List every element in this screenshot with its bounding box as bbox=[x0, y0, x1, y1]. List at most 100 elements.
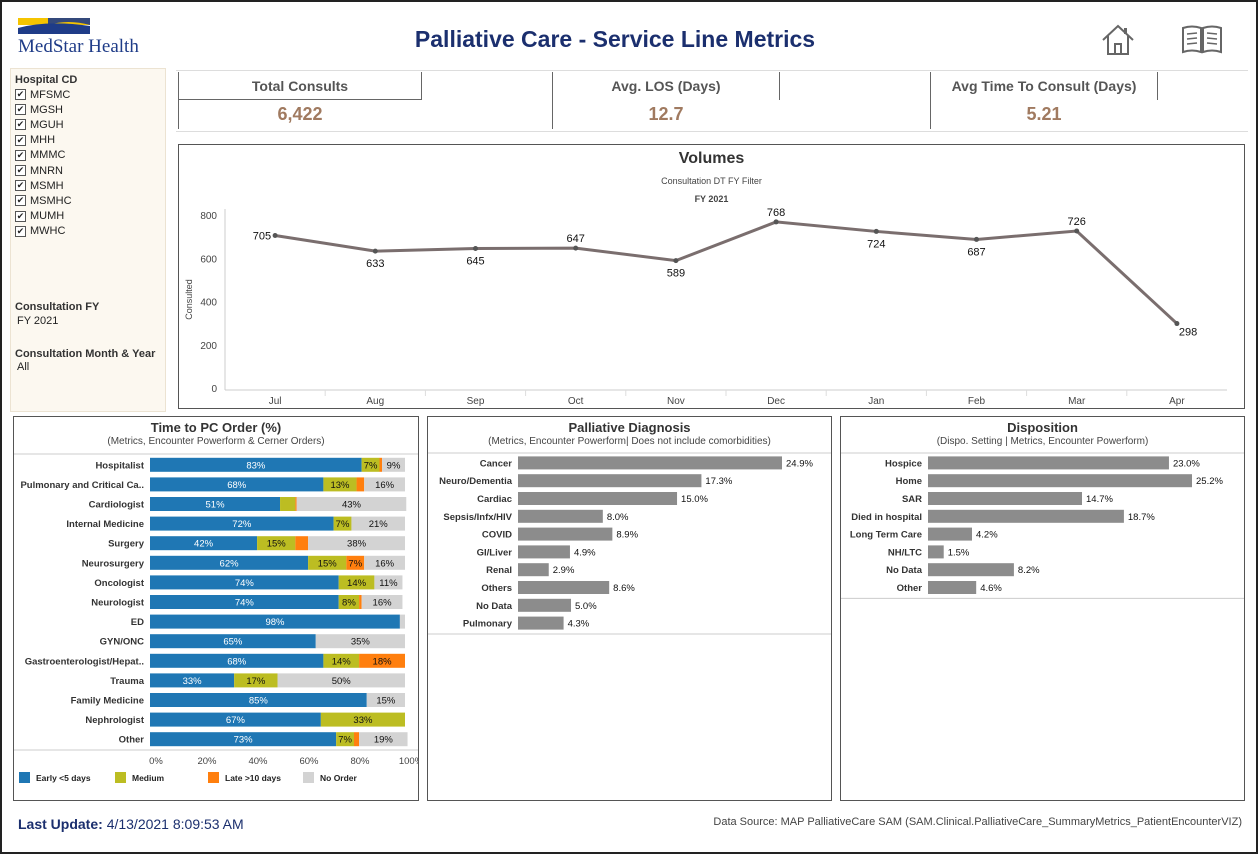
bar[interactable] bbox=[518, 616, 564, 630]
bar[interactable] bbox=[518, 581, 610, 594]
stacked-bar-segment[interactable] bbox=[150, 653, 324, 668]
bar[interactable] bbox=[518, 456, 782, 470]
stacked-bar-segment[interactable] bbox=[150, 595, 339, 609]
data-point[interactable] bbox=[372, 248, 378, 254]
hospital-filter-item[interactable]: ✔ MGUH bbox=[15, 117, 72, 132]
checkbox-checked-icon[interactable]: ✔ bbox=[15, 165, 26, 177]
data-point[interactable] bbox=[773, 219, 779, 225]
checkbox-checked-icon[interactable]: ✔ bbox=[15, 119, 26, 131]
stacked-bar-segment[interactable] bbox=[338, 575, 375, 590]
stacked-bar-segment[interactable] bbox=[364, 555, 405, 570]
bar[interactable] bbox=[928, 581, 977, 594]
stacked-bar-segment[interactable] bbox=[150, 477, 324, 492]
stacked-bar-segment[interactable] bbox=[346, 555, 365, 570]
hospital-filter-item[interactable]: ✔ MNRN bbox=[15, 163, 72, 178]
hospital-filter-item[interactable]: ✔ MSMH bbox=[15, 178, 72, 193]
stacked-bar-segment[interactable] bbox=[150, 732, 337, 747]
stacked-bar-segment[interactable] bbox=[150, 536, 258, 551]
stacked-bar-segment[interactable] bbox=[150, 497, 281, 511]
stacked-bar-segment[interactable] bbox=[354, 732, 360, 747]
stacked-bar-segment[interactable] bbox=[359, 595, 362, 609]
stacked-bar-segment[interactable] bbox=[379, 457, 383, 472]
stacked-bar-segment[interactable] bbox=[150, 693, 367, 707]
stacked-bar-segment[interactable] bbox=[320, 712, 405, 727]
checkbox-checked-icon[interactable]: ✔ bbox=[15, 195, 26, 207]
stacked-bar-segment[interactable] bbox=[295, 497, 297, 511]
stacked-bar-segment[interactable] bbox=[336, 732, 354, 747]
home-icon[interactable] bbox=[1100, 22, 1136, 58]
data-point[interactable] bbox=[573, 245, 579, 251]
stacked-bar-segment[interactable] bbox=[366, 693, 405, 707]
bar[interactable] bbox=[928, 474, 1192, 488]
stacked-bar-segment[interactable] bbox=[323, 653, 360, 668]
data-point[interactable] bbox=[974, 236, 979, 242]
stacked-bar-segment[interactable] bbox=[150, 516, 334, 531]
stacked-bar-segment[interactable] bbox=[150, 457, 362, 472]
stacked-bar-segment[interactable] bbox=[308, 555, 347, 570]
data-point[interactable] bbox=[1174, 321, 1180, 327]
month-filter-value[interactable]: All bbox=[17, 361, 30, 373]
stacked-bar-segment[interactable] bbox=[338, 595, 360, 609]
bar[interactable] bbox=[518, 474, 702, 488]
checkbox-checked-icon[interactable]: ✔ bbox=[15, 225, 26, 237]
bar[interactable] bbox=[928, 545, 944, 559]
checkbox-checked-icon[interactable]: ✔ bbox=[15, 134, 26, 146]
hospital-filter-item[interactable]: ✔ MHH bbox=[15, 133, 72, 148]
data-point[interactable] bbox=[473, 246, 478, 252]
hospital-filter-item[interactable]: ✔ MGSH bbox=[15, 102, 72, 117]
data-point[interactable] bbox=[673, 258, 679, 264]
stacked-bar-segment[interactable] bbox=[361, 457, 380, 472]
stacked-bar-segment[interactable] bbox=[295, 536, 309, 551]
stacked-bar-segment[interactable] bbox=[356, 477, 365, 492]
stacked-bar-segment[interactable] bbox=[280, 497, 296, 511]
bar[interactable] bbox=[518, 598, 572, 612]
checkbox-checked-icon[interactable]: ✔ bbox=[15, 180, 26, 192]
data-point[interactable] bbox=[1074, 228, 1080, 234]
checkbox-checked-icon[interactable]: ✔ bbox=[15, 210, 26, 222]
stacked-bar-segment[interactable] bbox=[399, 614, 405, 629]
bar[interactable] bbox=[928, 456, 1169, 470]
checkbox-checked-icon[interactable]: ✔ bbox=[15, 104, 26, 116]
stacked-bar-segment[interactable] bbox=[351, 516, 405, 531]
stacked-bar-segment[interactable] bbox=[361, 595, 403, 609]
stacked-bar-segment[interactable] bbox=[150, 555, 309, 570]
bar[interactable] bbox=[518, 492, 678, 505]
fy-filter-value[interactable]: FY 2021 bbox=[17, 315, 59, 327]
bar[interactable] bbox=[928, 492, 1082, 505]
stacked-bar-segment[interactable] bbox=[257, 536, 296, 551]
hospital-filter-item[interactable]: ✔ MUMH bbox=[15, 209, 72, 224]
bar[interactable] bbox=[928, 527, 972, 541]
bar[interactable] bbox=[518, 509, 603, 523]
bar[interactable] bbox=[518, 563, 549, 577]
data-point[interactable] bbox=[272, 233, 278, 239]
stacked-bar-segment[interactable] bbox=[234, 673, 278, 688]
stacked-bar-segment[interactable] bbox=[333, 516, 352, 531]
checkbox-checked-icon[interactable]: ✔ bbox=[15, 149, 26, 161]
hospital-filter-item[interactable]: ✔ MSMHC bbox=[15, 193, 72, 208]
stacked-bar-segment[interactable] bbox=[277, 673, 406, 688]
bar[interactable] bbox=[928, 509, 1124, 523]
hospital-filter-item[interactable]: ✔ MWHC bbox=[15, 224, 72, 239]
stacked-bar-segment[interactable] bbox=[308, 536, 405, 551]
stacked-bar-segment[interactable] bbox=[382, 457, 405, 472]
stacked-bar-segment[interactable] bbox=[315, 634, 405, 649]
bar[interactable] bbox=[518, 527, 613, 541]
checkbox-checked-icon[interactable]: ✔ bbox=[15, 89, 26, 101]
stacked-bar-segment[interactable] bbox=[150, 673, 235, 688]
stacked-bar-segment[interactable] bbox=[323, 477, 357, 492]
stacked-bar-segment[interactable] bbox=[150, 614, 400, 629]
book-icon[interactable] bbox=[1180, 24, 1224, 56]
stacked-bar-segment[interactable] bbox=[296, 497, 407, 511]
stacked-bar-segment[interactable] bbox=[364, 477, 405, 492]
stacked-bar-segment[interactable] bbox=[150, 712, 321, 727]
hospital-filter-item[interactable]: ✔ MMMC bbox=[15, 148, 72, 163]
data-point[interactable] bbox=[873, 228, 879, 234]
stacked-bar-segment[interactable] bbox=[374, 575, 403, 590]
hospital-filter-item[interactable]: ✔ MFSMC bbox=[15, 87, 72, 102]
stacked-bar-segment[interactable] bbox=[150, 575, 339, 590]
stacked-bar-segment[interactable] bbox=[359, 653, 405, 668]
stacked-bar-segment[interactable] bbox=[150, 634, 316, 649]
bar[interactable] bbox=[518, 545, 570, 559]
stacked-bar-segment[interactable] bbox=[359, 732, 408, 747]
bar[interactable] bbox=[928, 563, 1014, 577]
